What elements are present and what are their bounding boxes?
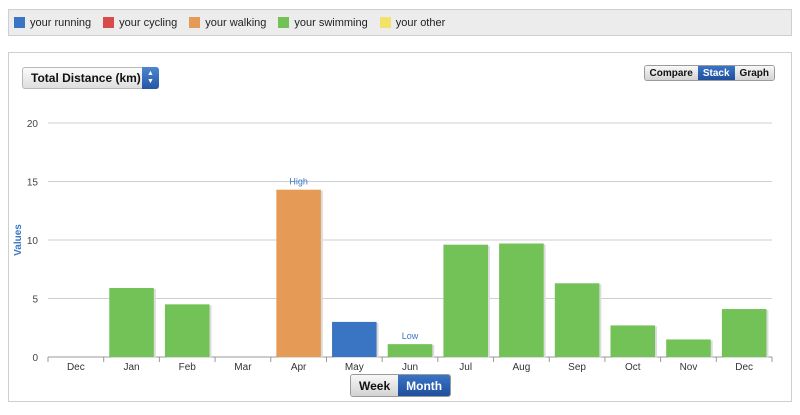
legend-item[interactable]: your cycling bbox=[103, 17, 177, 29]
bar bbox=[164, 304, 210, 357]
x-tick-label: Oct bbox=[625, 362, 641, 373]
bar bbox=[443, 244, 488, 357]
x-tick-label: Dec bbox=[735, 362, 753, 373]
x-tick-label: Nov bbox=[680, 362, 698, 373]
bar bbox=[721, 309, 767, 357]
x-tick-label: Jun bbox=[402, 362, 418, 373]
view-stack-button[interactable]: Stack bbox=[697, 66, 735, 80]
x-tick-label: Jul bbox=[459, 362, 472, 373]
bar bbox=[666, 339, 711, 357]
bar bbox=[387, 344, 433, 357]
legend-label: your running bbox=[30, 16, 92, 29]
legend-label: your cycling bbox=[119, 16, 178, 29]
y-tick-label: 0 bbox=[32, 353, 38, 364]
annotation-label: Low bbox=[402, 331, 419, 341]
view-compare-button[interactable]: Compare bbox=[644, 66, 698, 80]
period-week-button[interactable]: Week bbox=[351, 375, 399, 396]
legend-swatch bbox=[103, 17, 115, 28]
y-tick-label: 15 bbox=[27, 178, 39, 189]
bar bbox=[610, 325, 656, 357]
legend-item[interactable]: your other bbox=[379, 16, 446, 29]
x-tick-label: Sep bbox=[568, 362, 586, 373]
view-toggle: Compare Stack Graph bbox=[643, 65, 775, 81]
x-tick-label: Feb bbox=[179, 362, 197, 373]
view-graph-button[interactable]: Graph bbox=[734, 66, 774, 80]
legend-label: your other bbox=[395, 16, 446, 29]
x-tick-label: Aug bbox=[512, 362, 530, 373]
bar bbox=[332, 321, 377, 357]
legend-item[interactable]: your swimming bbox=[278, 16, 368, 29]
x-tick-label: Dec bbox=[67, 362, 85, 373]
metric-select[interactable]: Total Distance (km) ▲ ▼ bbox=[22, 67, 159, 89]
bar bbox=[554, 283, 600, 357]
x-tick-label: Jan bbox=[123, 362, 139, 373]
legend-swatch bbox=[189, 17, 201, 28]
legend-label: your swimming bbox=[294, 16, 368, 29]
period-month-button[interactable]: Month bbox=[398, 375, 451, 396]
y-tick-label: 20 bbox=[27, 119, 39, 130]
bar bbox=[276, 189, 321, 357]
x-tick-label: Mar bbox=[234, 362, 252, 373]
metric-select-value: Total Distance (km) bbox=[31, 71, 141, 85]
period-toggle: Week Month bbox=[350, 374, 452, 397]
annotation-label: High bbox=[289, 177, 308, 187]
x-tick-label: May bbox=[345, 362, 364, 373]
legend-swatch bbox=[379, 17, 391, 28]
x-tick-label: Apr bbox=[291, 362, 307, 373]
bar bbox=[499, 243, 544, 357]
legend-item[interactable]: your running bbox=[14, 17, 91, 29]
legend-bar: your running your cycling your walking your… bbox=[8, 9, 792, 36]
legend-swatch bbox=[14, 17, 25, 28]
y-tick-label: 5 bbox=[32, 295, 38, 306]
y-axis-label: Values bbox=[13, 224, 24, 256]
legend-label: your walking bbox=[205, 16, 267, 29]
bar bbox=[109, 287, 154, 357]
select-arrows-icon: ▲ ▼ bbox=[142, 67, 159, 89]
y-tick-label: 10 bbox=[27, 236, 39, 247]
legend-item[interactable]: your walking bbox=[189, 17, 266, 29]
legend-swatch bbox=[278, 17, 290, 28]
